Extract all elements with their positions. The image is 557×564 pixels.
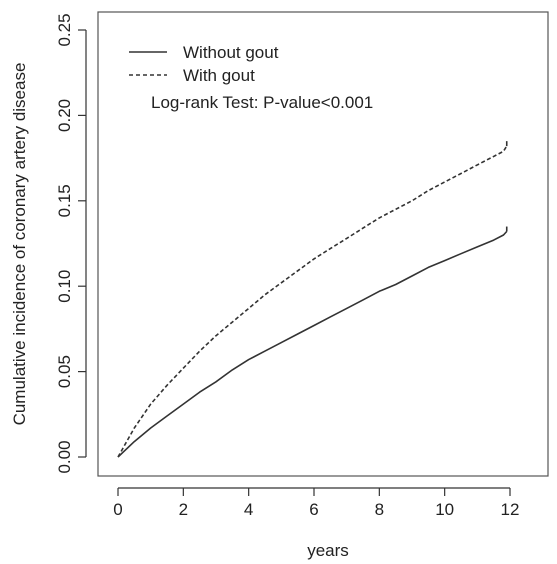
y-tick-label: 0.00: [55, 440, 74, 473]
x-tick-label: 0: [113, 500, 122, 519]
y-tick-label: 0.05: [55, 355, 74, 388]
x-tick-label: 4: [244, 500, 253, 519]
y-tick-label: 0.10: [55, 270, 74, 303]
y-tick-label: 0.15: [55, 184, 74, 217]
y-axis-title: Cumulative incidence of coronary artery …: [10, 63, 29, 426]
x-axis: 0 2 4 6 8 10 12: [113, 487, 520, 519]
x-tick-label: 6: [309, 500, 318, 519]
legend-label-without-gout: Without gout: [183, 43, 279, 62]
x-axis-title: years: [307, 541, 349, 560]
series-layer: [117, 141, 508, 458]
legend-label-with-gout: With gout: [183, 66, 255, 85]
x-tick-label: 12: [501, 500, 520, 519]
x-tick-label: 8: [375, 500, 384, 519]
x-tick-label: 10: [435, 500, 454, 519]
y-tick-label: 0.20: [55, 99, 74, 132]
series-line-without-gout: [117, 230, 508, 458]
plot-area-border: [97, 11, 549, 477]
y-axis: 0.00 0.05 0.10 0.15 0.20 0.25: [55, 13, 87, 474]
legend: Without gout With gout: [129, 43, 279, 85]
y-tick-label: 0.25: [55, 13, 74, 46]
x-tick-label: 2: [179, 500, 188, 519]
series-line-with-gout: [117, 145, 508, 458]
log-rank-annotation: Log-rank Test: P-value<0.001: [151, 93, 373, 112]
